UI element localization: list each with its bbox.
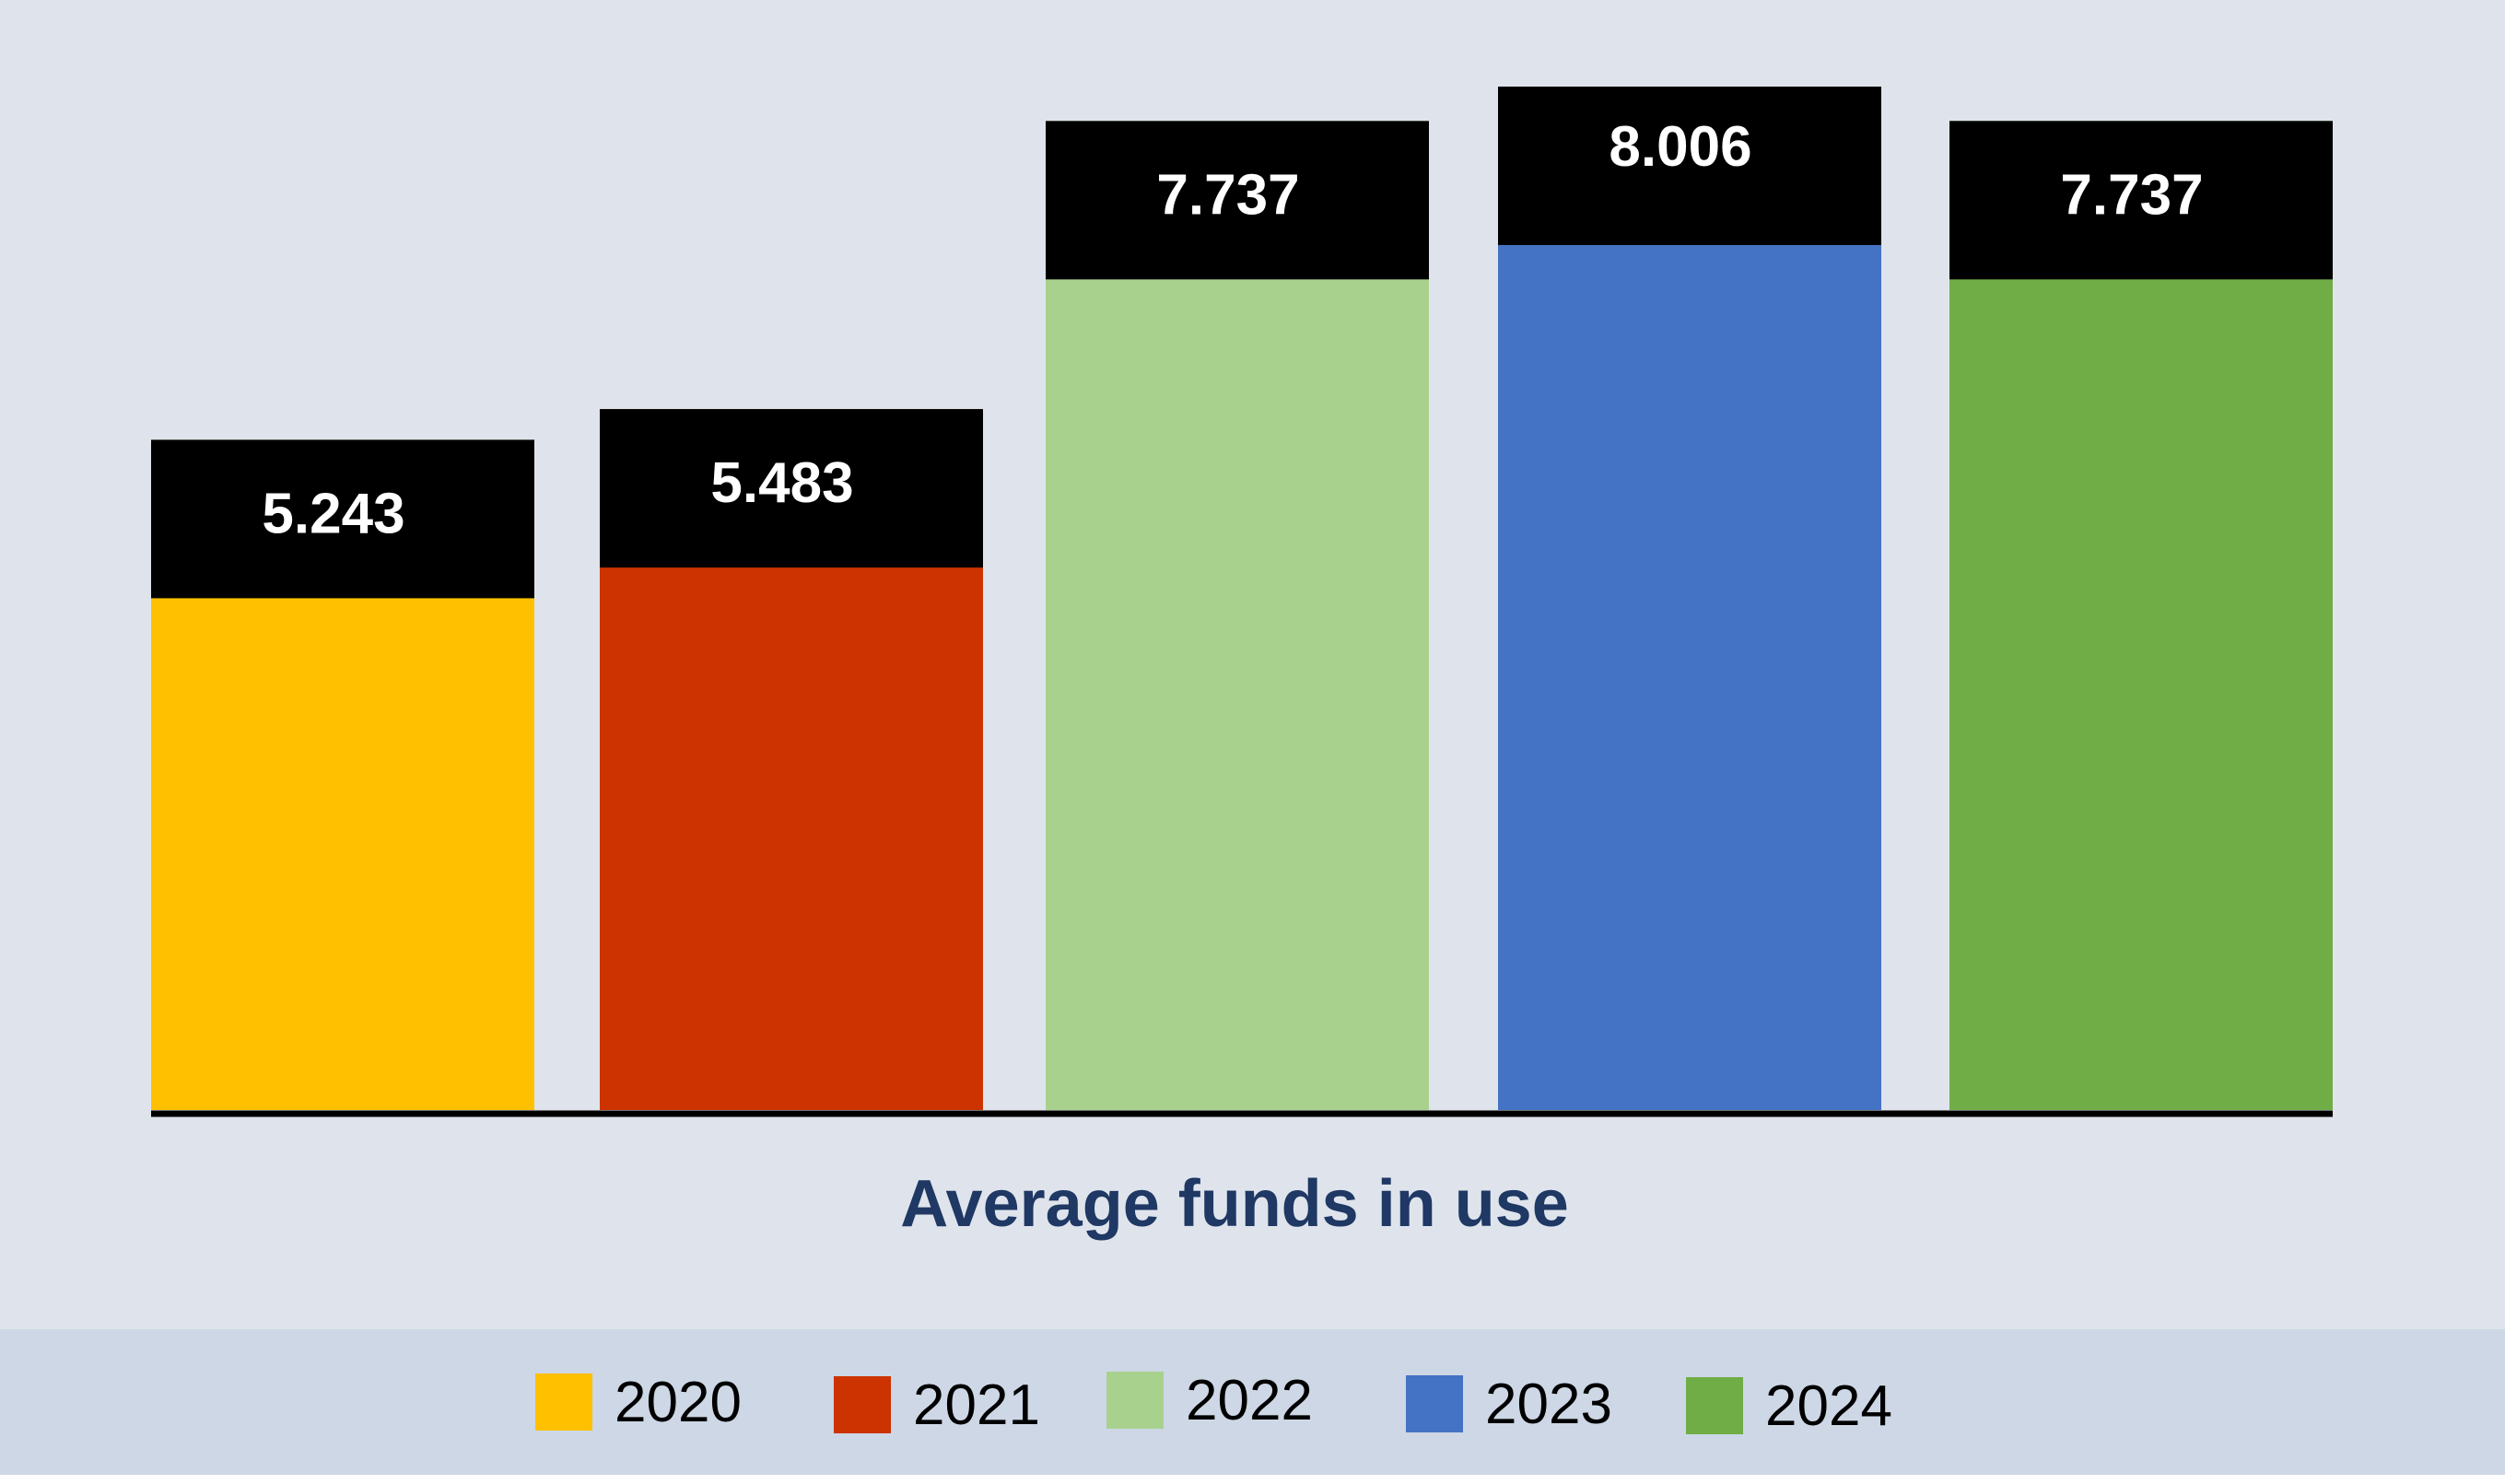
value-label-2023: 8.006 xyxy=(1609,115,1751,179)
value-label-box-2024 xyxy=(1949,121,2333,280)
legend-label-2022: 2022 xyxy=(1186,1369,1313,1432)
value-label-2020: 5.243 xyxy=(262,482,404,545)
legend-swatch-2024 xyxy=(1686,1377,1743,1434)
bars-layer xyxy=(151,87,2333,1111)
legend-label-2020: 2020 xyxy=(615,1371,742,1434)
x-axis-label: Average funds in use xyxy=(900,1167,1569,1241)
legend-swatch-2021 xyxy=(834,1376,891,1433)
value-label-2021: 5.483 xyxy=(710,451,853,515)
legend-label-2023: 2023 xyxy=(1485,1373,1612,1436)
data-labels-layer: 5.243 5.483 7.737 8.006 7.737 xyxy=(151,87,2333,599)
legend-swatch-2022 xyxy=(1106,1372,1164,1429)
value-label-box-2023 xyxy=(1498,87,1881,245)
legend-swatch-2023 xyxy=(1406,1375,1463,1432)
bottom-strip xyxy=(0,1475,2505,1484)
bar-2024 xyxy=(1949,121,2333,1111)
legend-label-2024: 2024 xyxy=(1765,1374,1892,1438)
bar-2023 xyxy=(1498,87,1881,1110)
legend-item-2023: 2023 xyxy=(1406,1373,1612,1436)
legend-item-2024: 2024 xyxy=(1686,1374,1892,1438)
legend-band xyxy=(0,1329,2505,1475)
value-label-2022: 7.737 xyxy=(1156,163,1299,227)
value-label-box-2020 xyxy=(151,439,534,599)
legend-item-2021: 2021 xyxy=(834,1373,1040,1437)
legend: 2020 2021 2022 2023 2024 xyxy=(535,1369,1892,1438)
legend-item-2022: 2022 xyxy=(1106,1369,1313,1432)
value-label-2024: 7.737 xyxy=(2060,163,2203,227)
legend-swatch-2020 xyxy=(535,1373,592,1431)
value-label-box-2022 xyxy=(1046,121,1429,280)
legend-item-2020: 2020 xyxy=(535,1371,742,1434)
value-label-box-2021 xyxy=(600,409,983,568)
legend-label-2021: 2021 xyxy=(913,1373,1040,1437)
bar-2022 xyxy=(1046,121,1429,1111)
